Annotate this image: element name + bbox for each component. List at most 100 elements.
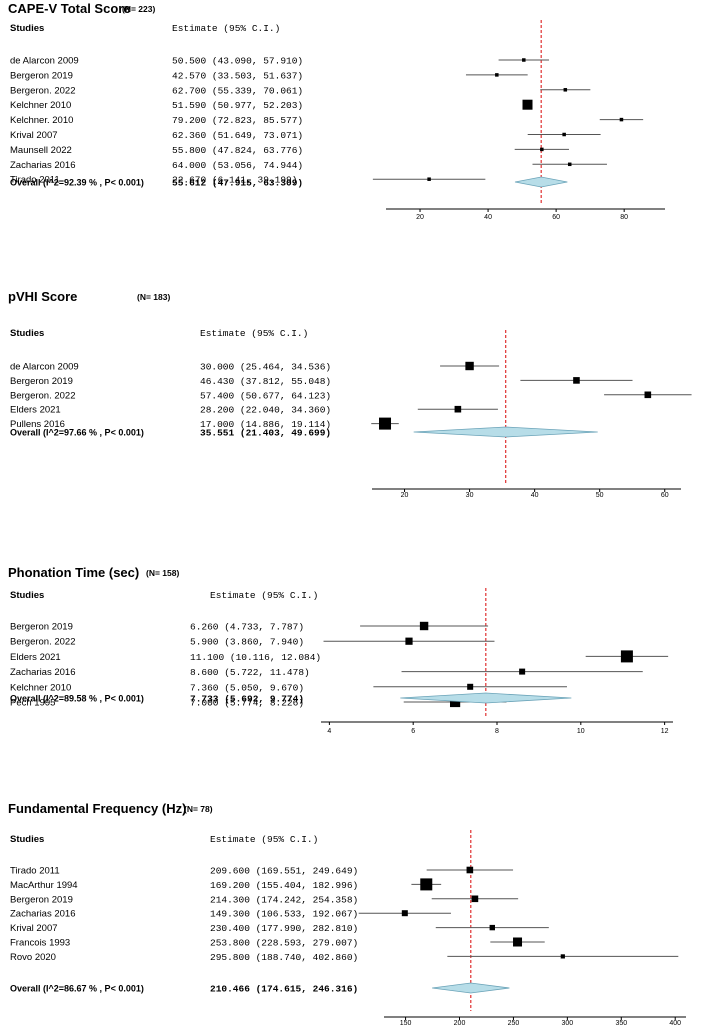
study-name: Bergeron 2019 bbox=[10, 376, 73, 387]
effect-marker bbox=[419, 621, 429, 631]
study-estimate: 62.360 (51.649, 73.071) bbox=[172, 130, 303, 141]
x-tick-label: 8 bbox=[495, 728, 499, 735]
x-tick-label: 60 bbox=[552, 214, 560, 221]
study-name: MacArthur 1994 bbox=[10, 880, 78, 891]
study-estimate: 30.000 (25.464, 34.536) bbox=[200, 362, 331, 373]
study-name: Maunsell 2022 bbox=[10, 145, 72, 156]
study-name: Elders 2021 bbox=[10, 405, 61, 416]
x-tick-label: 10 bbox=[577, 728, 585, 735]
x-tick-label: 40 bbox=[484, 214, 492, 221]
effect-marker bbox=[563, 88, 568, 92]
effect-marker bbox=[420, 878, 433, 891]
study-estimate: 42.570 (33.503, 51.637) bbox=[172, 70, 303, 81]
effect-marker bbox=[427, 177, 431, 181]
study-estimate: 7.000 (5.774, 8.226) bbox=[190, 698, 304, 709]
study-estimate: 11.100 (10.116, 12.084) bbox=[190, 652, 321, 663]
study-estimate: 55.800 (47.824, 63.776) bbox=[172, 145, 303, 156]
study-estimate: 214.300 (174.242, 254.358) bbox=[210, 894, 358, 905]
x-tick-label: 60 bbox=[661, 492, 669, 499]
estimate-header: Estimate (95% C.I.) bbox=[200, 328, 308, 339]
study-name: de Alarcon 2009 bbox=[10, 56, 79, 67]
effect-marker bbox=[401, 910, 408, 917]
study-estimate: 46.430 (37.812, 55.048) bbox=[200, 376, 331, 387]
study-estimate: 230.400 (177.990, 282.810) bbox=[210, 923, 358, 934]
effect-marker bbox=[573, 377, 580, 384]
study-name: Bergeron 2019 bbox=[10, 894, 73, 905]
x-tick-label: 80 bbox=[620, 214, 628, 221]
study-name: Krival 2007 bbox=[10, 923, 58, 934]
overall-label: Overall (I^2=89.58 % , P< 0.001) bbox=[10, 694, 144, 704]
x-tick-label: 200 bbox=[454, 1020, 466, 1027]
study-estimate: 57.400 (50.677, 64.123) bbox=[200, 390, 331, 401]
pooled-estimate-diamond bbox=[514, 176, 568, 188]
effect-marker bbox=[471, 895, 479, 903]
study-estimate: 79.200 (72.823, 85.577) bbox=[172, 115, 303, 126]
x-tick-label: 20 bbox=[401, 492, 409, 499]
x-tick-label: 20 bbox=[416, 214, 424, 221]
forest-panel-3: Phonation Time (sec) (N= 158) Studies Estim… bbox=[8, 565, 673, 735]
x-tick-label: 350 bbox=[615, 1020, 627, 1027]
studies-header: Studies bbox=[10, 328, 44, 339]
forest-panel-4: Fundamental Frequency (Hz)(N= 78) Studies… bbox=[8, 801, 686, 1027]
pooled-estimate-diamond bbox=[413, 426, 598, 438]
study-name: Bergeron 2019 bbox=[10, 70, 73, 81]
effect-marker bbox=[562, 132, 566, 137]
estimate-header: Estimate (95% C.I.) bbox=[210, 834, 318, 845]
study-estimate: 7.360 (5.050, 9.670) bbox=[190, 682, 304, 693]
effect-marker bbox=[567, 162, 572, 167]
x-tick-label: 4 bbox=[327, 728, 331, 735]
estimate-header: Estimate (95% C.I.) bbox=[210, 590, 318, 601]
x-tick-label: 30 bbox=[466, 492, 474, 499]
study-estimate: 64.000 (53.056, 74.944) bbox=[172, 160, 303, 171]
effect-marker bbox=[405, 637, 413, 645]
overall-label: Overall (I^2=86.67 % , P< 0.001) bbox=[10, 984, 144, 994]
x-tick-label: 6 bbox=[411, 728, 415, 735]
study-estimate: 169.200 (155.404, 182.996) bbox=[210, 880, 358, 891]
study-name: Krival 2007 bbox=[10, 130, 58, 141]
overall-label: Overall (I^2=92.39 % , P< 0.001) bbox=[10, 178, 144, 188]
effect-marker bbox=[519, 668, 526, 675]
study-estimate: 50.500 (43.090, 57.910) bbox=[172, 56, 303, 67]
chart-title: pVHI Score bbox=[8, 289, 77, 304]
effect-marker bbox=[379, 417, 392, 430]
study-estimate: 22.670 (6.141, 39.199) bbox=[172, 175, 297, 186]
study-name: Bergeron 2019 bbox=[10, 622, 73, 633]
studies-header: Studies bbox=[10, 590, 44, 601]
forest-panel-2: pVHI Score (N= 183) Studies Estimate (95% C… bbox=[8, 289, 692, 499]
effect-marker bbox=[466, 866, 474, 874]
study-estimate: 295.800 (188.740, 402.860) bbox=[210, 952, 358, 963]
study-estimate: 253.800 (228.593, 279.007) bbox=[210, 938, 358, 949]
study-name: Zacharias 2016 bbox=[10, 667, 75, 678]
forest-panel-1: CAPE-V Total Score(N= 223) Studies Estimat… bbox=[8, 1, 665, 221]
pooled-estimate-diamond bbox=[432, 982, 510, 994]
study-name: Elders 2021 bbox=[10, 652, 61, 663]
sample-size-label: (N= 223) bbox=[122, 4, 155, 14]
study-name: Pullens 2016 bbox=[10, 419, 65, 430]
effect-marker bbox=[522, 99, 533, 110]
effect-marker bbox=[619, 117, 624, 122]
effect-marker bbox=[522, 58, 526, 62]
effect-marker bbox=[467, 683, 474, 690]
effect-marker bbox=[454, 405, 462, 413]
study-estimate: 62.700 (55.339, 70.061) bbox=[172, 85, 303, 96]
chart-title: CAPE-V Total Score bbox=[8, 1, 131, 16]
effect-marker bbox=[540, 147, 544, 152]
overall-estimate: 35.551 (21.403, 49.699) bbox=[200, 428, 331, 439]
effect-marker bbox=[495, 73, 499, 77]
x-tick-label: 40 bbox=[531, 492, 539, 499]
effect-marker bbox=[465, 361, 474, 371]
x-tick-label: 150 bbox=[400, 1020, 412, 1027]
study-estimate: 28.200 (22.040, 34.360) bbox=[200, 405, 331, 416]
study-estimate: 51.590 (50.977, 52.203) bbox=[172, 100, 303, 111]
sample-size-label: (N= 183) bbox=[137, 292, 170, 302]
x-tick-label: 50 bbox=[596, 492, 604, 499]
effect-marker bbox=[560, 954, 565, 959]
study-estimate: 8.600 (5.722, 11.478) bbox=[190, 667, 310, 678]
study-name: de Alarcon 2009 bbox=[10, 362, 79, 373]
studies-header: Studies bbox=[10, 834, 44, 845]
effect-marker bbox=[449, 696, 461, 708]
study-name: Pech 1995 bbox=[10, 698, 55, 709]
chart-title: Fundamental Frequency (Hz) bbox=[8, 801, 186, 816]
effect-marker bbox=[513, 937, 523, 947]
